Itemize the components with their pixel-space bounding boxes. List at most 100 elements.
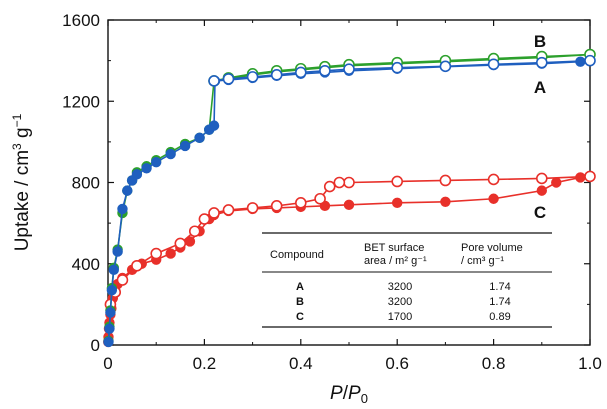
series-a-adsorption-point	[208, 120, 220, 131]
series-a-desorption-point	[439, 60, 452, 73]
series-c-desorption-point	[323, 180, 336, 193]
x-axis-title-slash: /	[343, 383, 349, 404]
x-axis-title-p: P	[330, 383, 343, 404]
series-a-desorption-point	[270, 69, 283, 81]
series-a-desorption-point	[487, 58, 500, 71]
series-c-desorption-point	[222, 204, 235, 216]
series-b	[103, 48, 596, 347]
series-label-b: B	[534, 32, 546, 51]
series-c-desorption-point	[314, 192, 326, 205]
x-tick-label: 1.0	[578, 354, 602, 373]
series-layer	[103, 48, 596, 348]
series-c-desorption-point	[333, 176, 346, 189]
y-axis-title-main: Uptake / cm	[12, 150, 33, 251]
series-a-adsorption-point	[112, 246, 123, 257]
x-tick-label: 0	[103, 354, 112, 373]
series-a-adsorption-point	[179, 140, 191, 152]
x-tick-label: 0.4	[289, 354, 313, 373]
table-row-a-pore: 1.74	[489, 281, 510, 293]
series-c-adsorption-point	[536, 185, 548, 196]
series-label-a: A	[534, 78, 546, 97]
series-c-adsorption-point	[165, 248, 176, 259]
series-c-desorption-point	[270, 200, 283, 212]
y-axis-title-g: g	[12, 127, 33, 143]
table-row-b-bet: 3200	[388, 296, 412, 308]
table-row-c-compound: C	[296, 311, 304, 323]
axes: 0 0.2 0.4 0.6 0.8 1.0040080012001600P/P0Uptak…	[10, 11, 602, 406]
series-a-desorption-point	[319, 64, 331, 77]
series-c-adsorption-point	[184, 236, 196, 247]
table-header-bet-line1: BET surface	[364, 242, 424, 254]
series-c-adsorption-point	[392, 197, 403, 209]
series-label-c: C	[534, 203, 546, 222]
series-a-adsorption-point	[194, 132, 205, 144]
table-row-a-compound: A	[296, 281, 304, 293]
series-a-desorption-point	[343, 63, 355, 75]
series-c-adsorption-point	[575, 172, 586, 183]
x-tick-label: 0.8	[482, 354, 506, 373]
series-c-desorption-point	[116, 274, 129, 286]
series-c-desorption-point	[208, 207, 220, 219]
labels-layer: B A C	[534, 32, 546, 222]
series-c-desorption-point	[343, 176, 355, 189]
series-a-desorption-point	[208, 75, 220, 87]
series-c-desorption-line	[109, 175, 591, 305]
x-axis-title-p0: P	[348, 383, 361, 404]
series-c-desorption-point	[246, 202, 259, 214]
y-axis-title-sup-neg1: −1	[10, 113, 24, 127]
series-c-desorption-point	[174, 237, 187, 250]
y-tick-label: 0	[91, 336, 100, 355]
table-row-c-bet: 1700	[388, 311, 412, 323]
series-c-adsorption-point	[488, 193, 499, 204]
y-tick-label: 1600	[62, 11, 100, 30]
data-table: Compound BET surface area / m² g⁻¹ Pore …	[262, 232, 552, 328]
series-a-desorption-point	[584, 54, 596, 67]
series-a-desorption-point	[294, 66, 307, 79]
series-a-adsorption-point	[117, 203, 128, 215]
table-row-b-pore: 1.74	[489, 296, 510, 308]
series-c-desorption-point	[188, 225, 201, 238]
series-c-desorption-point	[487, 173, 500, 186]
series-c-adsorption-point	[343, 199, 355, 211]
table-header-pore-line1: Pore volume	[461, 242, 523, 254]
series-a	[103, 54, 596, 348]
series-a-adsorption-point	[575, 56, 586, 67]
x-tick-label: 0.2	[193, 354, 217, 373]
series-c-desorption-point	[535, 172, 548, 185]
series-c-adsorption-point	[440, 196, 451, 207]
table-header-bet: BET surface area / m² g⁻¹	[364, 242, 427, 267]
table-header-compound: Compound	[270, 249, 324, 261]
series-a-adsorption-point	[106, 284, 118, 296]
series-a-desorption-point	[246, 71, 259, 83]
series-c-desorption-point	[150, 247, 162, 260]
series-a-adsorption-point	[105, 307, 116, 318]
series-c-desorption-point	[391, 175, 404, 188]
table-row-b-compound: B	[296, 296, 304, 308]
series-a-adsorption-point	[165, 148, 176, 160]
series-a-adsorption-point	[122, 185, 133, 196]
table-header-pore-line2: / cm³ g⁻¹	[461, 255, 504, 267]
series-a-desorption-point	[535, 56, 548, 69]
y-axis-title-sup3: 3	[10, 143, 24, 150]
series-c-desorption-point	[439, 174, 452, 187]
series-a-adsorption-point	[150, 156, 162, 168]
series-a-desorption-point	[391, 61, 404, 74]
y-tick-label: 1200	[62, 92, 100, 111]
table-row-c-pore: 0.89	[489, 311, 510, 323]
series-a-adsorption-point	[141, 163, 152, 174]
series-a-desorption-point	[222, 73, 235, 85]
series-c-desorption-point	[198, 213, 211, 225]
y-axis-title: Uptake / cm3 g−1	[10, 113, 33, 251]
table-row-a-bet: 3200	[388, 281, 412, 293]
series-a-adsorption-point	[131, 169, 143, 180]
series-a-adsorption-point	[108, 264, 119, 276]
x-tick-label: 0.6	[385, 354, 409, 373]
series-a-adsorption-point	[104, 323, 115, 334]
series-c-adsorption-point	[551, 177, 562, 188]
table-header-pore: Pore volume / cm³ g⁻¹	[461, 242, 526, 267]
series-c	[103, 170, 596, 348]
x-axis-title: P/P0	[330, 383, 368, 404]
series-c-desorption-point	[294, 197, 307, 209]
